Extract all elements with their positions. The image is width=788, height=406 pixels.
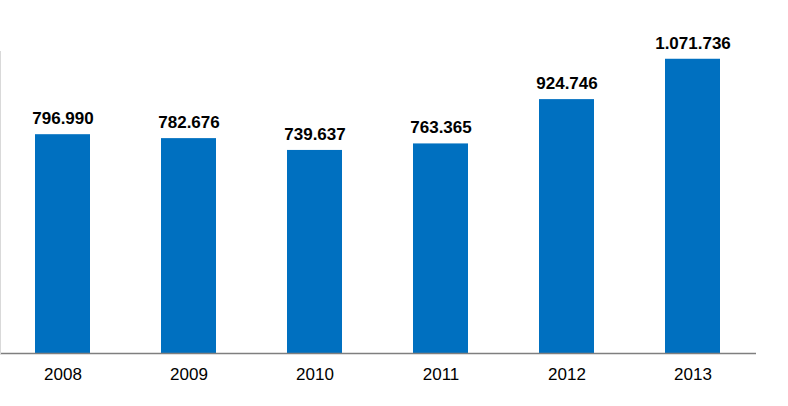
- svg-text:739.637: 739.637: [284, 125, 345, 144]
- svg-text:763.365: 763.365: [410, 118, 471, 137]
- svg-text:2009: 2009: [170, 365, 208, 384]
- svg-text:1.071.736: 1.071.736: [655, 34, 731, 53]
- svg-text:796.990: 796.990: [32, 109, 93, 128]
- svg-text:2008: 2008: [44, 365, 82, 384]
- svg-text:2013: 2013: [674, 365, 712, 384]
- svg-text:2012: 2012: [548, 365, 586, 384]
- svg-text:2010: 2010: [296, 365, 334, 384]
- svg-text:2011: 2011: [423, 365, 460, 384]
- svg-text:782.676: 782.676: [158, 113, 219, 132]
- svg-text:924.746: 924.746: [536, 74, 597, 93]
